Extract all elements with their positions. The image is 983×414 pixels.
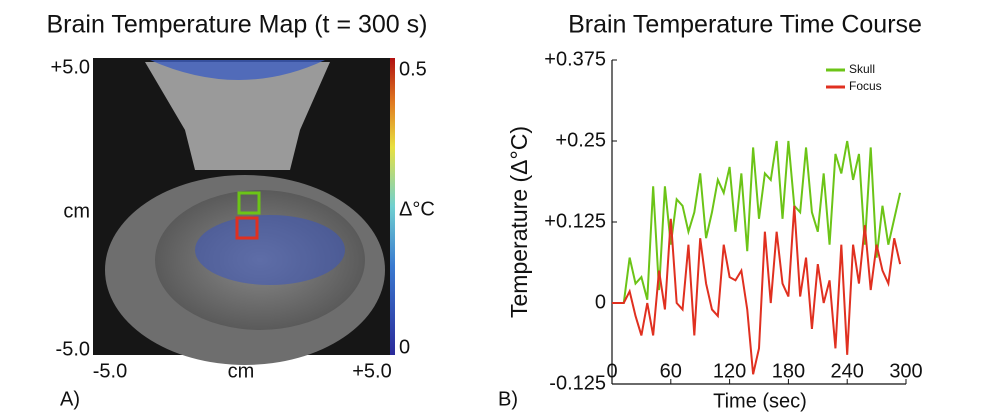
x-tick-label: -5.0 [93, 360, 127, 382]
y-tick-label: +0.25 [555, 129, 606, 151]
legend-label: Skull [849, 62, 875, 76]
series-line [612, 205, 902, 375]
x-tick-label: +5.0 [352, 360, 391, 382]
x-axis-label: Time (sec) [713, 390, 807, 412]
y-axis-label: Temperature (Δ°C) [506, 126, 532, 318]
colorbar-label: Δ°C [399, 198, 435, 220]
colorbar-tick-label: 0.5 [399, 58, 427, 80]
x-tick-label: 60 [660, 360, 682, 382]
series-line [612, 140, 902, 304]
y-tick-label: +0.375 [544, 48, 606, 70]
legend-label: Focus [849, 79, 882, 93]
colorbar-tick-label: 0 [399, 336, 410, 358]
y-tick-label: 0 [595, 291, 606, 313]
x-axis-label: cm [228, 360, 255, 382]
chart-title: Brain Temperature Time Course [568, 11, 922, 39]
x-tick-label: 0 [606, 360, 617, 382]
y-tick-label: -5.0 [56, 338, 90, 360]
colorbar [390, 58, 395, 355]
x-tick-label: 180 [772, 360, 805, 382]
panel-label: B) [498, 388, 518, 410]
x-tick-label: 240 [831, 360, 864, 382]
y-tick-label: +0.125 [544, 210, 606, 232]
y-tick-label: -0.125 [549, 372, 606, 394]
mri-image [93, 58, 390, 365]
x-tick-label: 300 [889, 360, 922, 382]
panel-label: A) [60, 388, 80, 410]
chart-title: Brain Temperature Map (t = 300 s) [47, 11, 428, 39]
x-tick-label: 120 [713, 360, 746, 382]
y-axis-label: cm [63, 200, 90, 222]
y-tick-label: +5.0 [51, 56, 90, 78]
